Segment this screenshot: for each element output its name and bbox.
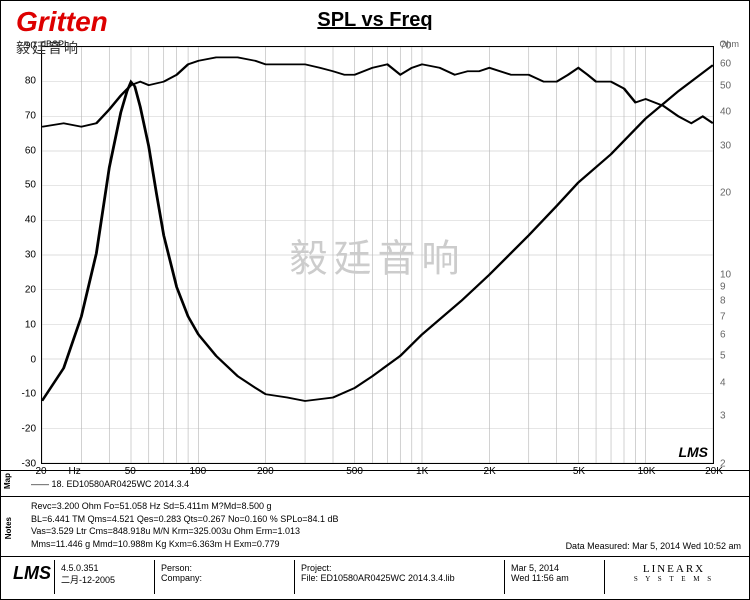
y-ticks-right: 2345678910203040506070 (717, 46, 747, 464)
info-panel: Map —— 18. ED10580AR0425WC 2014.3.4 Note… (1, 470, 749, 599)
logo-text: Gritten (16, 6, 108, 37)
footer-linearx: LINEARXS Y S T E M S (605, 560, 743, 594)
legend-text: —— 18. ED10580AR0425WC 2014.3.4 (31, 479, 189, 489)
notes-side-label: Notes (3, 517, 14, 539)
footer-lms: LMS (7, 560, 55, 594)
map-row: Map —— 18. ED10580AR0425WC 2014.3.4 (1, 471, 749, 497)
plot-area: 毅廷音响 LMS (41, 46, 714, 464)
map-side-label: Map (3, 473, 12, 489)
logo-subtitle: 毅廷音响 (16, 38, 108, 58)
notes-line-1: Revc=3.200 Ohm Fo=51.058 Hz Sd=5.411m M?… (31, 500, 743, 513)
footer-project: Project:File: ED10580AR0425WC 2014.3.4.l… (295, 560, 505, 594)
plot-corner-tag: LMS (678, 444, 708, 460)
footer-version: 4.5.0.351二月-12-2005 (55, 560, 155, 594)
notes-line-2: BL=6.441 TM Qms=4.521 Qes=0.283 Qts=0.26… (31, 513, 743, 526)
data-measured: Data Measured: Mar 5, 2014 Wed 10:52 am (566, 540, 741, 553)
y-ticks-left: -30-20-100102030405060708090 (1, 46, 39, 464)
chart-frame: Gritten 毅廷音响 SPL vs Freq dBSPL Ohm -30-2… (0, 0, 750, 600)
footer-person: Person:Company: (155, 560, 295, 594)
brand-logo: Gritten 毅廷音响 (16, 6, 108, 58)
chart-title: SPL vs Freq (1, 9, 749, 32)
notes-row: Notes Revc=3.200 Ohm Fo=51.058 Hz Sd=5.4… (1, 497, 749, 557)
footer-date: Mar 5, 2014Wed 11:56 am (505, 560, 605, 594)
notes-line-3: Vas=3.529 Ltr Cms=848.918u M/N Krm=325.0… (31, 525, 743, 538)
footer-row: LMS 4.5.0.351二月-12-2005 Person:Company: … (1, 557, 749, 597)
curve-svg (42, 47, 713, 463)
